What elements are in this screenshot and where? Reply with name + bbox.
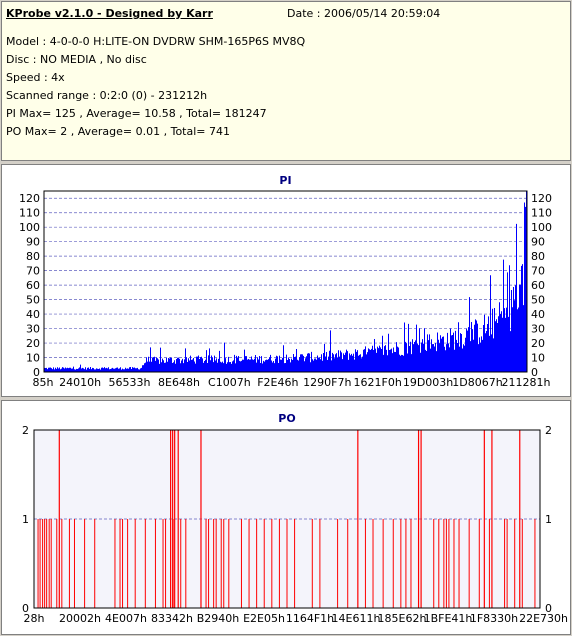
pi-ytick-right: 70 xyxy=(531,265,545,278)
pi-ytick-left: 120 xyxy=(19,192,40,205)
pi-ytick-right: 100 xyxy=(531,221,552,234)
pi-ytick-left: 0 xyxy=(33,366,40,379)
scanned-range: Scanned range : 0:2:0 (0) - 231212h xyxy=(6,89,208,102)
pi-ytick-right: 20 xyxy=(531,337,545,350)
po-xtick: 1BFE41h xyxy=(424,612,473,625)
po-xtick: 83342h xyxy=(151,612,193,625)
pi-ytick-right: 120 xyxy=(531,192,552,205)
po-xtick: 1F8330h xyxy=(470,612,518,625)
pi-ytick-right: 40 xyxy=(531,308,545,321)
po-xtick: 22E730h xyxy=(519,612,568,625)
po-xtick: 28h xyxy=(24,612,45,625)
pi-ytick-left: 20 xyxy=(26,337,40,350)
po-ytick-left: 0 xyxy=(22,602,29,615)
pi-ytick-left: 80 xyxy=(26,250,40,263)
pi-xtick: C1007h xyxy=(208,376,251,389)
pi-ytick-right: 0 xyxy=(531,366,538,379)
po-ytick-left: 1 xyxy=(22,513,29,526)
pi-ytick-left: 70 xyxy=(26,265,40,278)
pi-xtick: 19D003h xyxy=(403,376,453,389)
pi-ytick-left: 30 xyxy=(26,323,40,336)
pi-xtick: 8E648h xyxy=(158,376,200,389)
po-xtick: 1164F1h xyxy=(286,612,334,625)
pi-ytick-left: 60 xyxy=(26,279,40,292)
pi-summary: PI Max= 125 , Average= 10.58 , Total= 18… xyxy=(6,107,267,120)
pi-xtick: 85h xyxy=(33,376,54,389)
disc-info: Disc : NO MEDIA , No disc xyxy=(6,53,147,66)
app-title: KProbe v2.1.0 - Designed by Karr xyxy=(6,7,213,20)
pi-xtick: 1621F0h xyxy=(354,376,402,389)
pi-xtick: 211281h xyxy=(502,376,551,389)
po-ytick-right: 0 xyxy=(545,602,552,615)
po-xtick: 4E007h xyxy=(105,612,147,625)
po-ytick-left: 2 xyxy=(22,424,29,437)
po-xtick: B2940h xyxy=(197,612,240,625)
po-chart-title: PO xyxy=(278,412,295,425)
pi-ytick-left: 10 xyxy=(26,352,40,365)
pi-ytick-right: 10 xyxy=(531,352,545,365)
pi-xtick: F2E46h xyxy=(257,376,298,389)
pi-chart-title: PI xyxy=(279,174,291,187)
po-xtick: E2E05h xyxy=(243,612,285,625)
scan-date: Date : 2006/05/14 20:59:04 xyxy=(287,7,441,20)
pi-ytick-left: 100 xyxy=(19,221,40,234)
po-plot-border xyxy=(33,429,541,609)
pi-ytick-left: 50 xyxy=(26,294,40,307)
pi-ytick-right: 60 xyxy=(531,279,545,292)
pi-xtick: 56533h xyxy=(109,376,151,389)
po-xtick: 185E62h xyxy=(378,612,427,625)
pi-xtick: 1290F7h xyxy=(303,376,351,389)
pi-ytick-left: 40 xyxy=(26,308,40,321)
pi-ytick-left: 110 xyxy=(19,207,40,220)
po-ytick-right: 1 xyxy=(545,513,552,526)
pi-plot-area xyxy=(44,191,527,372)
pi-chart-panel: PI 0 0 10 10 20 20 30 30 40 40 50 50 60 60 70 70 80 80 90 90… xyxy=(1,164,571,397)
drive-model: Model : 4-0-0-0 H:LITE-ON DVDRW SHM-165P… xyxy=(6,35,306,48)
po-xtick: 20002h xyxy=(59,612,101,625)
pi-ytick-left: 90 xyxy=(26,236,40,249)
info-panel: KProbe v2.1.0 - Designed by Karr Date : … xyxy=(1,1,571,161)
pi-plot-border xyxy=(43,190,528,373)
po-summary: PO Max= 2 , Average= 0.01 , Total= 741 xyxy=(6,125,230,138)
po-ytick-right: 2 xyxy=(545,424,552,437)
pi-ytick-right: 30 xyxy=(531,323,545,336)
pi-ytick-right: 110 xyxy=(531,207,552,220)
speed-info: Speed : 4x xyxy=(6,71,65,84)
pi-ytick-right: 90 xyxy=(531,236,545,249)
pi-ytick-right: 50 xyxy=(531,294,545,307)
pi-xtick: 1D8067h xyxy=(452,376,502,389)
pi-ytick-right: 80 xyxy=(531,250,545,263)
pi-xtick: 24010h xyxy=(59,376,101,389)
po-chart: PO 0 0 1 1 2 2 28h 20002h 4E007h 83342h B2940h E2E05… xyxy=(22,412,568,625)
po-chart-panel: PO 0 0 1 1 2 2 28h 20002h 4E007h 83342h B2940h E2E05… xyxy=(1,400,571,635)
po-xtick: 14E611h xyxy=(332,612,381,625)
